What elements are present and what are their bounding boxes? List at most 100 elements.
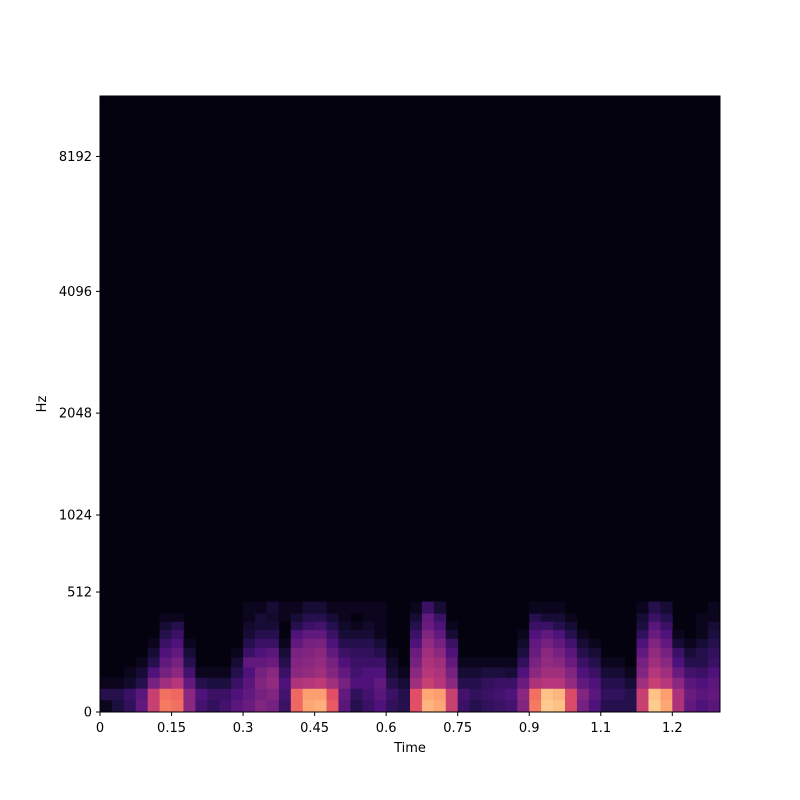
heatmap-cell: [636, 677, 649, 689]
heatmap-cell: [648, 688, 661, 701]
heatmap-cell: [433, 667, 447, 678]
heatmap-cell: [469, 667, 482, 678]
heatmap-cell: [111, 688, 125, 701]
heatmap-cell: [517, 629, 530, 639]
heatmap-cell: [672, 688, 685, 701]
heatmap-cell: [565, 638, 578, 648]
y-tick-label: 0: [84, 706, 92, 721]
x-tick-label: 0.3: [233, 721, 254, 736]
heatmap-cell: [553, 638, 566, 648]
heatmap-cell: [433, 601, 447, 614]
heatmap-cell: [100, 699, 113, 713]
heatmap-cell: [672, 647, 685, 658]
heatmap-cell: [481, 699, 494, 713]
heatmap-cell: [636, 657, 649, 668]
heatmap-cell: [612, 699, 626, 713]
heatmap-cell: [696, 667, 709, 678]
heatmap-cell: [410, 688, 423, 701]
heatmap-cell: [565, 699, 578, 713]
heatmap-cell: [266, 699, 280, 713]
heatmap-cell: [708, 638, 721, 648]
heatmap-cell: [290, 601, 304, 614]
heatmap-cell: [410, 613, 423, 622]
heatmap-cell: [171, 613, 184, 622]
heatmap-cell: [135, 677, 149, 689]
heatmap-cell: [111, 699, 125, 713]
heatmap-cell: [278, 657, 292, 668]
heatmap-cell: [410, 621, 423, 631]
heatmap-cell: [493, 688, 506, 701]
heatmap-cell: [183, 699, 196, 713]
heatmap-cell: [588, 677, 602, 689]
heatmap-cell: [517, 657, 530, 668]
heatmap-cell: [338, 638, 351, 648]
heatmap-cell: [576, 638, 590, 648]
heatmap-cell: [624, 677, 637, 689]
heatmap-cell: [588, 667, 602, 678]
heatmap-cell: [243, 657, 256, 668]
heatmap-cell: [493, 667, 506, 678]
x-tick-label: 1.2: [662, 721, 683, 736]
heatmap-cell: [398, 667, 411, 678]
heatmap-cell: [636, 667, 649, 678]
heatmap-cell: [314, 638, 327, 648]
heatmap-cell: [541, 621, 554, 631]
heatmap-cell: [135, 688, 149, 701]
heatmap-cell: [374, 621, 387, 631]
heatmap-cell: [183, 688, 196, 701]
heatmap-cell: [362, 621, 375, 631]
heatmap-cell: [565, 667, 578, 678]
heatmap-cell: [636, 621, 649, 631]
heatmap-cell: [338, 657, 351, 668]
heatmap-cell: [374, 699, 387, 713]
heatmap-cell: [469, 657, 482, 668]
heatmap-cell: [183, 677, 196, 689]
heatmap-cell: [302, 629, 316, 639]
heatmap-cell: [255, 657, 268, 668]
heatmap-cell: [684, 647, 697, 658]
heatmap-cell: [159, 667, 172, 678]
heatmap-cell: [445, 629, 459, 639]
heatmap-cell: [493, 699, 506, 713]
heatmap-cell: [445, 657, 459, 668]
heatmap-cell: [648, 667, 661, 678]
heatmap-cell: [123, 667, 137, 678]
heatmap-cell: [696, 677, 709, 689]
heatmap-cell: [708, 667, 721, 678]
heatmap-cell: [374, 657, 387, 668]
heatmap-cell: [433, 638, 447, 648]
heatmap-cell: [672, 677, 685, 689]
heatmap-cell: [159, 629, 172, 639]
heatmap-cell: [362, 677, 375, 689]
heatmap-cell: [195, 667, 208, 678]
heatmap-cell: [576, 629, 590, 639]
heatmap-cell: [338, 613, 351, 622]
heatmap-cell: [266, 647, 280, 658]
heatmap-cell: [696, 613, 709, 622]
heatmap-cell: [159, 621, 172, 631]
heatmap-cell: [565, 688, 578, 701]
heatmap-cell: [410, 601, 423, 614]
heatmap-cell: [219, 699, 232, 713]
heatmap-cell: [565, 647, 578, 658]
heatmap-cell: [326, 688, 339, 701]
heatmap-cell: [421, 613, 435, 622]
heatmap-cell: [243, 613, 256, 622]
x-tick-label: 0.15: [157, 721, 186, 736]
heatmap-cell: [255, 699, 268, 713]
heatmap-cell: [326, 677, 339, 689]
heatmap-cell: [708, 613, 721, 622]
heatmap-cell: [278, 613, 292, 622]
heatmap-cell: [266, 677, 280, 689]
heatmap-cell: [243, 647, 256, 658]
heatmap-cell: [660, 667, 673, 678]
heatmap-cell: [290, 638, 304, 648]
heatmap-cell: [243, 621, 256, 631]
heatmap-cell: [362, 657, 375, 668]
heatmap-cell: [576, 657, 590, 668]
heatmap-cell: [362, 601, 375, 614]
heatmap-cell: [338, 621, 351, 631]
heatmap-cell: [266, 601, 280, 614]
heatmap-cell: [588, 638, 602, 648]
heatmap-cell: [219, 677, 232, 689]
